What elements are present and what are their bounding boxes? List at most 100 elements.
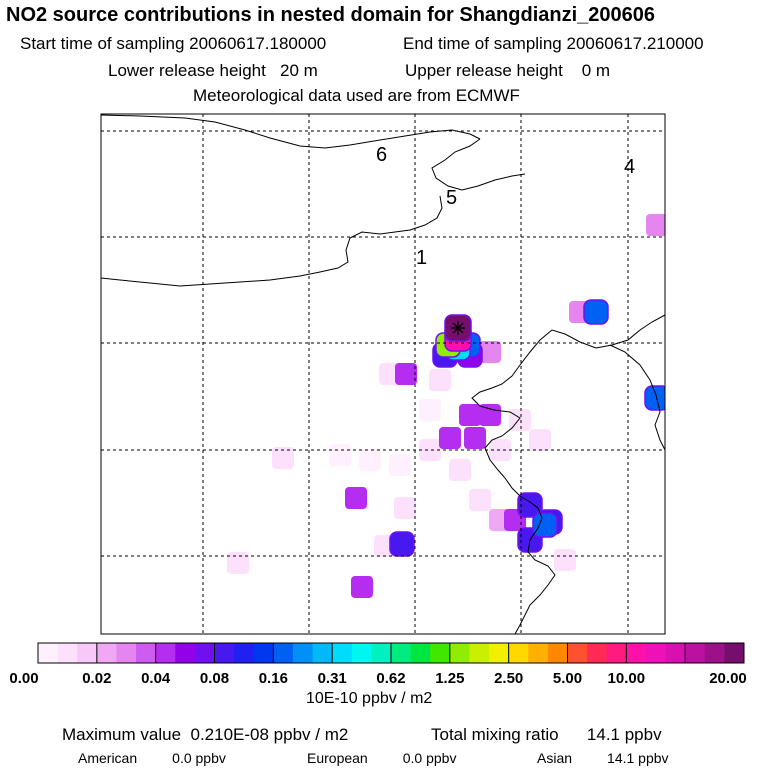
heat-cell — [489, 439, 511, 461]
colorbar-swatch — [351, 643, 372, 663]
heat-cell — [464, 427, 486, 449]
heat-cell — [532, 512, 558, 538]
colorbar-swatch — [136, 643, 157, 663]
contribution-cells — [227, 214, 665, 598]
colorbar-swatch — [57, 643, 78, 663]
heat-cell — [439, 427, 461, 449]
upper-height-label: Upper release height — [405, 61, 563, 80]
heat-cell — [345, 487, 367, 509]
colorbar-swatch — [77, 643, 98, 663]
colorbar-swatch — [587, 643, 608, 663]
lat-lon-grid — [101, 114, 665, 634]
colorbar-swatch — [410, 643, 431, 663]
european-contribution: European 0.0 ppbv — [307, 750, 456, 766]
start-time-line: Start time of sampling 20060617.180000 — [20, 34, 326, 54]
region-label: 4 — [624, 156, 635, 178]
end-time-label: End time of sampling — [403, 34, 562, 53]
receptor-site-marker-icon — [451, 321, 465, 335]
lower-height-label: Lower release height — [108, 61, 266, 80]
colorbar-tick-label: 2.50 — [494, 670, 523, 687]
heat-cell — [449, 459, 471, 481]
colorbar-swatch — [155, 643, 176, 663]
colorbar-swatch — [175, 643, 196, 663]
colorbar-tick-labels: 0.00 0.02 0.04 0.08 0.16 0.31 0.62 1.25 2.50 5.00… — [9, 670, 746, 687]
american-label: American — [78, 750, 138, 766]
heat-cell — [469, 489, 491, 511]
colorbar-swatch — [292, 643, 314, 663]
asian-label: Asian — [537, 750, 573, 766]
colorbar-tick-label: 20.00 — [709, 670, 747, 687]
colorbar-swatch — [645, 643, 667, 663]
colorbar-swatch — [528, 643, 549, 663]
heat-cell — [272, 447, 294, 469]
plot-frame — [100, 113, 666, 635]
end-time-line: End time of sampling 20060617.210000 — [403, 34, 704, 54]
colorbar-swatch — [332, 643, 353, 663]
total-mixing-ratio-label: Total mixing ratio — [431, 725, 559, 744]
end-time-value: 20060617.210000 — [566, 34, 704, 53]
colorbar-tick-label: 0.16 — [259, 670, 288, 687]
heat-cell — [389, 454, 411, 476]
heat-cell — [429, 369, 451, 391]
heat-cell — [351, 576, 373, 598]
colorbar-swatch — [253, 643, 274, 663]
heat-cell — [517, 492, 543, 518]
colorbar-swatch — [234, 643, 255, 663]
colorbar-swatch — [430, 643, 451, 663]
colorbar-swatch — [116, 643, 137, 663]
colorbar-tick-label: 0.31 — [318, 670, 347, 687]
colorbar-swatch — [508, 643, 529, 663]
american-contribution: American 0.0 ppbv — [78, 750, 226, 766]
upper-height-value: 0 m — [581, 61, 611, 80]
maximum-value: 0.210E-08 ppbv / m2 — [190, 725, 349, 744]
colorbar-swatch — [704, 643, 725, 663]
colorbar-swatch — [449, 643, 470, 663]
heat-cell — [419, 399, 441, 421]
total-mixing-ratio-value: 14.1 ppbv — [586, 725, 662, 744]
colorbar-swatch — [489, 643, 510, 663]
colorbar-unit-label: 10E-10 ppbv / m2 — [306, 690, 433, 707]
heat-cell — [583, 299, 609, 325]
european-label: European — [307, 750, 368, 766]
heat-cell — [479, 341, 501, 363]
heat-cell — [419, 439, 441, 461]
colorbar-tick-label: 0.02 — [82, 670, 111, 687]
colorbar-swatch — [567, 643, 588, 663]
heat-cell — [479, 404, 501, 426]
met-data-note: Meteorological data used are from ECMWF — [193, 86, 520, 105]
total-mixing-ratio-line: Total mixing ratio 14.1 ppbv — [431, 725, 662, 745]
chart-title: NO2 source contributions in nested domai… — [6, 4, 656, 26]
lower-height-line: Lower release height 20 m — [108, 61, 318, 81]
heat-cell — [227, 552, 249, 574]
colorbar-tick-label: 1.25 — [435, 670, 464, 687]
region-label: 6 — [376, 144, 387, 166]
colorbar-swatch — [665, 643, 686, 663]
colorbar-frame — [37, 642, 745, 664]
maximum-value-line: Maximum value 0.210E-08 ppbv / m2 — [62, 725, 348, 745]
colorbar-swatch — [96, 643, 117, 663]
colorbar-swatch — [194, 643, 215, 663]
colorbar-swatch — [391, 643, 412, 663]
colorbar-swatch — [547, 643, 568, 663]
colorbar — [37, 642, 745, 664]
colorbar-tick-label: 5.00 — [553, 670, 582, 687]
region-label: 1 — [416, 247, 427, 269]
heat-cell — [389, 531, 415, 557]
heat-cell — [395, 363, 417, 385]
asian-value: 14.1 ppbv — [607, 750, 669, 766]
colorbar-tick-label: 0.00 — [9, 670, 38, 687]
colorbar-swatch — [273, 643, 294, 663]
colorbar-tick-label: 0.62 — [376, 670, 405, 687]
asian-contribution: Asian 14.1 ppbv — [537, 750, 669, 766]
european-value: 0.0 ppbv — [402, 750, 457, 766]
heat-cell — [644, 385, 665, 411]
upper-height-line: Upper release height 0 m — [405, 61, 610, 81]
maximum-value-label: Maximum value — [62, 725, 182, 744]
colorbar-swatch — [685, 643, 706, 663]
colorbar-tick-label: 0.08 — [200, 670, 229, 687]
colorbar-swatch — [469, 643, 490, 663]
colorbar-swatch — [371, 643, 392, 663]
colorbar-tick-label: 0.04 — [141, 670, 171, 687]
start-time-value: 20060617.180000 — [189, 34, 327, 53]
